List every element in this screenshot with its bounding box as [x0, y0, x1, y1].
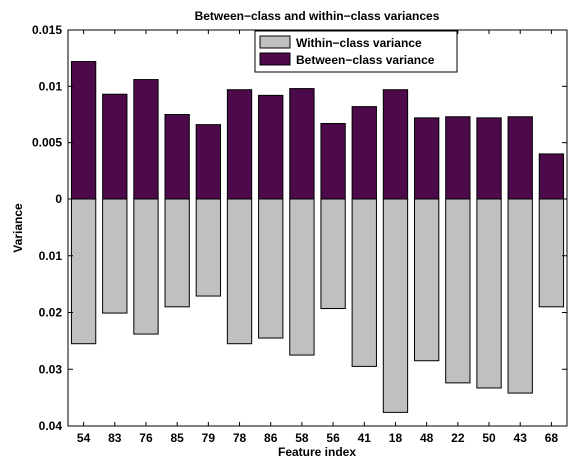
bar-within-22	[445, 198, 471, 384]
bar-between-58	[289, 88, 315, 200]
x-tick-label: 56	[326, 431, 340, 445]
bar-within-56	[320, 198, 346, 310]
legend-label: Within−class variance	[296, 36, 422, 50]
bar-between-18	[382, 89, 409, 200]
y-tick-label: 0.02	[39, 306, 63, 320]
bar-between-22	[445, 116, 471, 200]
bar-within-43	[507, 198, 533, 394]
x-tick-label: 78	[233, 431, 247, 445]
legend-label: Between−class variance	[296, 53, 435, 67]
bar-within-50	[476, 198, 502, 389]
x-axis-label: Feature index	[278, 445, 356, 459]
bar-between-76	[133, 79, 159, 200]
y-tick-label: 0.03	[39, 362, 63, 376]
bar-between-79	[195, 124, 222, 200]
bar-within-76	[133, 198, 159, 335]
x-tick-label: 85	[170, 431, 184, 445]
y-tick-label: 0	[55, 192, 62, 206]
x-tick-label: 58	[295, 431, 309, 445]
legend: Within−class variance Between−class varia…	[254, 30, 458, 73]
x-tick-label: 48	[420, 431, 434, 445]
bar-within-78	[226, 198, 253, 345]
bar-within-41	[351, 198, 377, 367]
bar-within-68	[538, 198, 565, 308]
x-tick-label: 76	[139, 431, 153, 445]
x-tick-label: 22	[451, 431, 465, 445]
x-tick-label: 43	[514, 431, 528, 445]
bar-within-58	[289, 198, 315, 356]
x-tick-label: 50	[482, 431, 496, 445]
y-axis-label: Variance	[11, 203, 25, 253]
x-tick-label: 18	[389, 431, 403, 445]
y-tick-label: 0.005	[32, 136, 62, 150]
y-tick-label: 0.01	[39, 249, 63, 263]
legend-swatch	[259, 35, 291, 49]
bar-between-56	[320, 123, 346, 200]
x-tick-label: 41	[358, 431, 372, 445]
y-tick-label: 0.04	[39, 419, 63, 433]
bar-between-54	[70, 61, 97, 200]
bar-between-85	[164, 114, 190, 200]
bar-within-85	[164, 198, 190, 308]
bar-between-43	[507, 116, 533, 200]
x-tick-label: 86	[264, 431, 278, 445]
bar-between-50	[476, 117, 502, 200]
legend-swatch	[259, 52, 291, 66]
bar-within-86	[258, 198, 284, 339]
x-tick-label: 79	[202, 431, 216, 445]
y-tick-label: 0.015	[32, 23, 62, 37]
bar-within-54	[70, 198, 97, 345]
x-tick-label: 83	[108, 431, 122, 445]
x-tick-label: 54	[77, 431, 91, 445]
bar-within-83	[102, 198, 128, 314]
x-tick-label: 68	[545, 431, 559, 445]
plot-area: 54 83 76 85 79 78 86 58 56 41 18 48 22 50 43 68 0.015 0.0…	[32, 23, 568, 445]
bar-between-78	[226, 89, 253, 200]
y-tick-label: 0.01	[39, 79, 63, 93]
bar-between-68	[538, 153, 565, 200]
bar-within-79	[195, 198, 222, 297]
bar-between-86	[258, 94, 284, 200]
chart-title: Between−class and within−class variances	[195, 9, 440, 23]
bar-between-41	[351, 106, 377, 200]
bar-within-18	[382, 198, 409, 413]
plot-frame	[67, 29, 568, 427]
bar-between-48	[413, 117, 440, 200]
bar-between-83	[102, 93, 128, 200]
bar-within-48	[413, 198, 440, 362]
